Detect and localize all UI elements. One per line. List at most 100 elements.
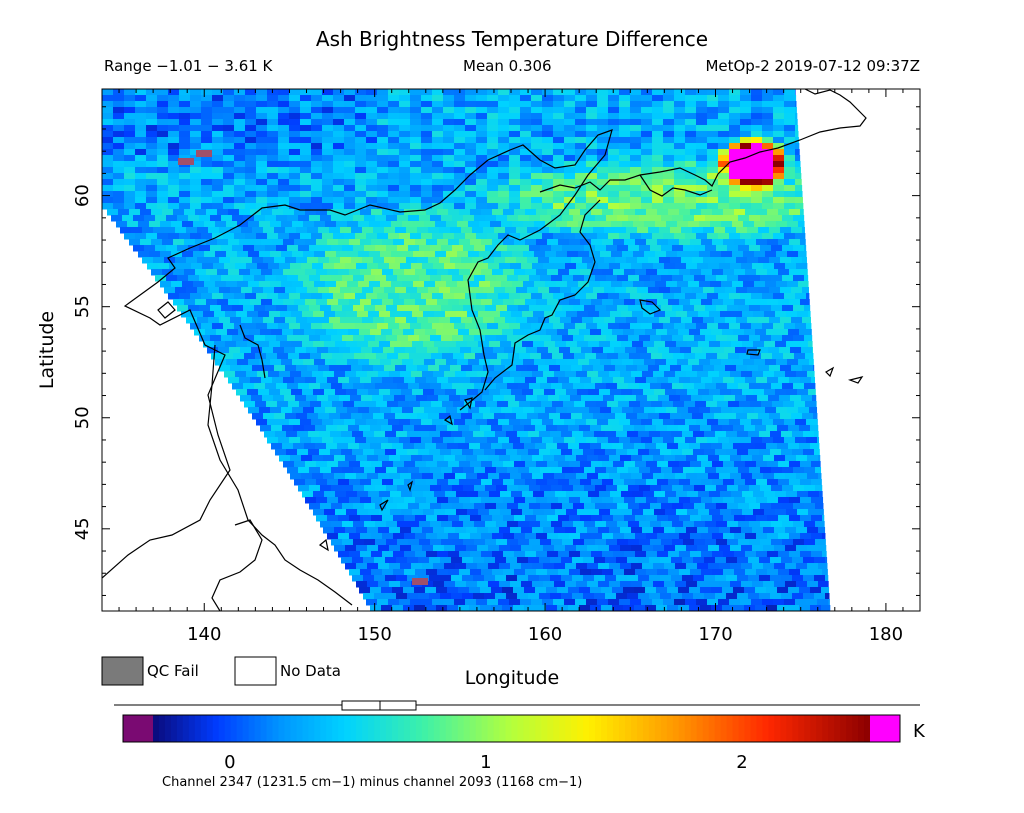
heatmap-cell	[747, 317, 759, 324]
heatmap-cell	[352, 557, 364, 564]
heatmap-cell	[503, 569, 515, 576]
heatmap-cell	[166, 245, 178, 252]
heatmap-cell	[554, 563, 566, 570]
heatmap-cell	[781, 431, 793, 438]
heatmap-cell	[168, 89, 180, 96]
heatmap-cell	[652, 179, 664, 186]
heatmap-cell	[800, 299, 810, 306]
heatmap-cell	[793, 335, 805, 342]
heatmap-cell	[542, 179, 554, 186]
heatmap-cell	[635, 239, 647, 246]
heatmap-cell	[422, 527, 434, 534]
heatmap-cell	[278, 95, 290, 102]
heatmap-cell	[355, 191, 367, 198]
heatmap-cell	[569, 377, 581, 384]
heatmap-cell	[725, 413, 737, 420]
heatmap-cell	[797, 491, 809, 498]
heatmap-cell	[410, 95, 422, 102]
heatmap-cell	[786, 341, 798, 348]
heatmap-cell	[582, 317, 594, 324]
heatmap-cell	[364, 503, 376, 510]
heatmap-cell	[113, 113, 125, 120]
heatmap-cell	[487, 107, 499, 114]
heatmap-cell	[405, 395, 417, 402]
heatmap-cell	[258, 389, 270, 396]
heatmap-cell	[718, 197, 730, 204]
heatmap-cell	[624, 461, 636, 468]
heatmap-cell	[613, 377, 625, 384]
heatmap-cell	[391, 251, 403, 258]
heatmap-cell	[771, 467, 783, 474]
heatmap-cell	[188, 305, 200, 312]
heatmap-cell	[666, 251, 678, 258]
heatmap-cell	[252, 365, 264, 372]
heatmap-cell	[784, 599, 796, 606]
heatmap-cell	[733, 329, 745, 336]
heatmap-cell	[487, 203, 499, 210]
heatmap-cell	[749, 485, 761, 492]
heatmap-cell	[212, 293, 224, 300]
heatmap-cell	[336, 281, 348, 288]
heatmap-cell	[617, 485, 629, 492]
heatmap-cell	[473, 449, 485, 456]
heatmap-cell	[445, 509, 457, 516]
heatmap-cell	[641, 149, 653, 156]
heatmap-cell	[726, 575, 738, 582]
heatmap-cell	[681, 257, 693, 264]
heatmap-cell	[697, 563, 709, 570]
heatmap-cell	[712, 551, 724, 558]
heatmap-cell	[415, 269, 427, 276]
heatmap-cell	[795, 179, 802, 186]
heatmap-cell	[729, 437, 741, 444]
heatmap-cell	[525, 551, 537, 558]
heatmap-cell	[295, 347, 307, 354]
heatmap-cell	[719, 455, 731, 462]
heatmap-cell	[481, 239, 493, 246]
heatmap-cell	[545, 251, 557, 258]
heatmap-cell	[564, 149, 576, 156]
heatmap-cell	[668, 479, 680, 486]
heatmap-cell	[683, 245, 695, 252]
heatmap-cell	[782, 335, 794, 342]
heatmap-cell	[256, 233, 268, 240]
heatmap-cell	[678, 605, 690, 611]
heatmap-cell	[567, 281, 579, 288]
heatmap-cell	[379, 311, 391, 318]
heatmap-cell	[597, 149, 609, 156]
heatmap-cell	[423, 389, 435, 396]
heatmap-cell	[802, 317, 811, 324]
heatmap-cell	[719, 545, 731, 552]
heatmap-cell	[663, 161, 675, 168]
heatmap-cell	[606, 521, 618, 528]
heatmap-cell	[423, 311, 435, 318]
heatmap-cell	[444, 263, 456, 270]
heatmap-cell	[534, 251, 546, 258]
heatmap-cell	[466, 563, 478, 570]
heatmap-cell	[745, 209, 757, 216]
heatmap-cell	[480, 605, 492, 611]
heatmap-cell	[435, 359, 447, 366]
heatmap-cell	[389, 263, 401, 270]
heatmap-cell	[371, 479, 383, 486]
heatmap-cell	[717, 401, 729, 408]
heatmap-cell	[495, 575, 507, 582]
heatmap-cell	[597, 437, 609, 444]
heatmap-cell	[492, 299, 504, 306]
heatmap-cell	[334, 473, 346, 480]
heatmap-cell	[544, 389, 556, 396]
heatmap-cell	[270, 221, 282, 228]
heatmap-cell	[624, 479, 636, 486]
heatmap-cell	[807, 473, 819, 480]
heatmap-cell	[588, 341, 600, 348]
heatmap-cell	[450, 365, 462, 372]
heatmap-cell	[745, 515, 757, 522]
heatmap-cell	[476, 113, 488, 120]
heatmap-cell	[353, 467, 365, 474]
heatmap-cell	[777, 425, 789, 432]
heatmap-cell	[641, 89, 653, 96]
heatmap-cell	[453, 353, 465, 360]
heatmap-cell	[795, 185, 803, 192]
heatmap-cell	[558, 551, 570, 558]
heatmap-cell	[659, 413, 671, 420]
heatmap-cell	[201, 143, 213, 150]
